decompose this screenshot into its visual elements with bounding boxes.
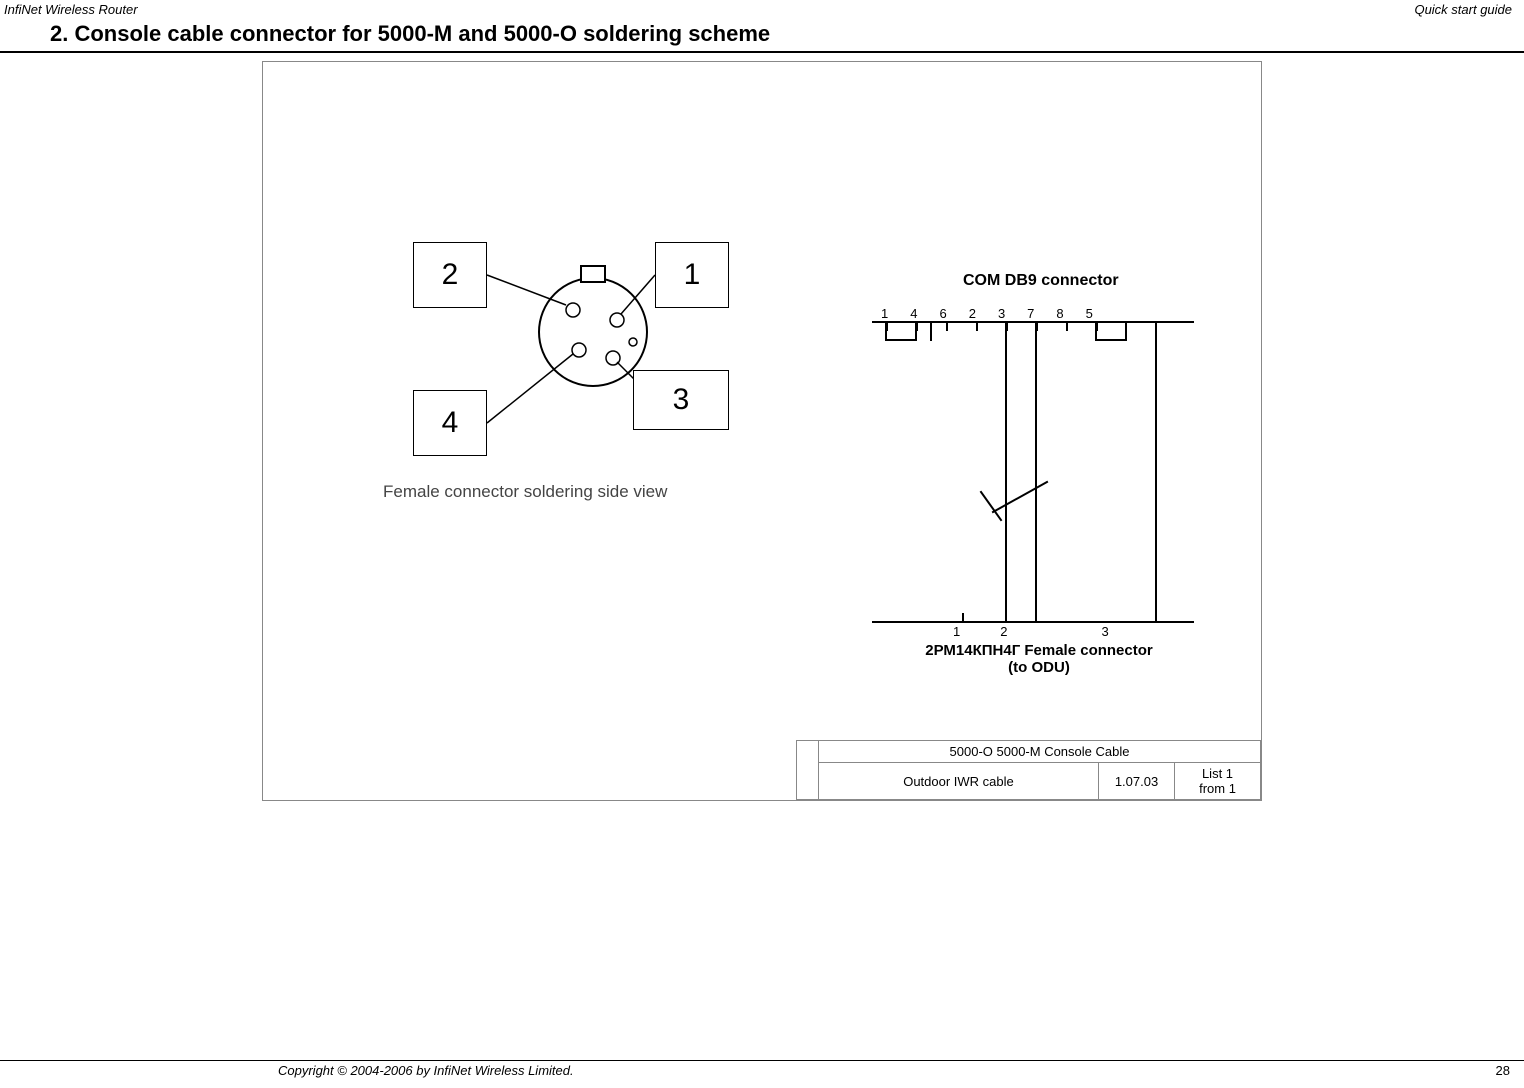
- titleblock-cable-name: 5000-O 5000-M Console Cable: [819, 741, 1261, 763]
- titleblock-desc: Outdoor IWR cable: [819, 763, 1099, 800]
- titleblock-row-1: 5000-O 5000-M Console Cable: [797, 741, 1261, 763]
- pin-box-2: 2: [413, 242, 487, 308]
- db9-pin-4: 4: [910, 306, 917, 321]
- db9-pin-2: 2: [969, 306, 976, 321]
- db9-pin-3: 3: [998, 306, 1005, 321]
- header-left: InfiNet Wireless Router: [4, 2, 138, 17]
- header-right: Quick start guide: [1414, 2, 1512, 17]
- wiring-svg: [863, 262, 1203, 662]
- pin-box-3: 3: [633, 370, 729, 430]
- db9-pin-5: 5: [1086, 306, 1093, 321]
- db9-pin-7: 7: [1027, 306, 1034, 321]
- connector-caption: Female connector soldering side view: [383, 482, 667, 502]
- section-number: 2.: [50, 21, 68, 46]
- odu-pin-labels: 1 2 3: [953, 624, 1109, 639]
- titleblock-list: List 1 from 1: [1175, 763, 1261, 800]
- page-header: InfiNet Wireless Router Quick start guid…: [0, 0, 1524, 17]
- odu-pin-1: 1: [953, 624, 960, 639]
- pin-box-4: 4: [413, 390, 487, 456]
- titleblock-date: 1.07.03: [1099, 763, 1175, 800]
- title-divider: [0, 51, 1524, 53]
- db9-pin-6: 6: [939, 306, 946, 321]
- odu-connector-label: 2РМ14КПН4Г Female connector (to ODU): [889, 642, 1189, 676]
- odu-pin-3: 3: [1101, 624, 1108, 639]
- drawing-titleblock: 5000-O 5000-M Console Cable Outdoor IWR …: [796, 740, 1261, 800]
- db9-pin-1: 1: [881, 306, 888, 321]
- titleblock-stub: [797, 741, 819, 800]
- page-footer: Copyright © 2004-2006 by InfiNet Wireles…: [0, 1060, 1524, 1078]
- db9-pin-labels: 1 4 6 2 3 7 8 5: [881, 306, 1093, 321]
- odu-connector-name: 2РМ14КПН4Г Female connector: [925, 642, 1152, 659]
- section-title-text: Console cable connector for 5000-M and 5…: [74, 21, 770, 46]
- wiring-diagram: COM DB9 connector 1 4 6 2 3 7 8 5 1 2 3 2РМ14КП…: [863, 262, 1203, 682]
- db9-pin-8: 8: [1056, 306, 1063, 321]
- section-heading: 2. Console cable connector for 5000-M an…: [0, 17, 1524, 51]
- pin-box-1: 1: [655, 242, 729, 308]
- copyright-text: Copyright © 2004-2006 by InfiNet Wireles…: [278, 1063, 574, 1078]
- titleblock-row-2: Outdoor IWR cable 1.07.03 List 1 from 1: [797, 763, 1261, 800]
- figure-frame: 2 1 4 3 Female connector soldering side …: [262, 61, 1262, 801]
- page-number: 28: [1496, 1063, 1510, 1078]
- odu-pin-2: 2: [1000, 624, 1007, 639]
- odu-connector-sub: (to ODU): [1008, 659, 1070, 676]
- com-db9-title: COM DB9 connector: [963, 272, 1119, 290]
